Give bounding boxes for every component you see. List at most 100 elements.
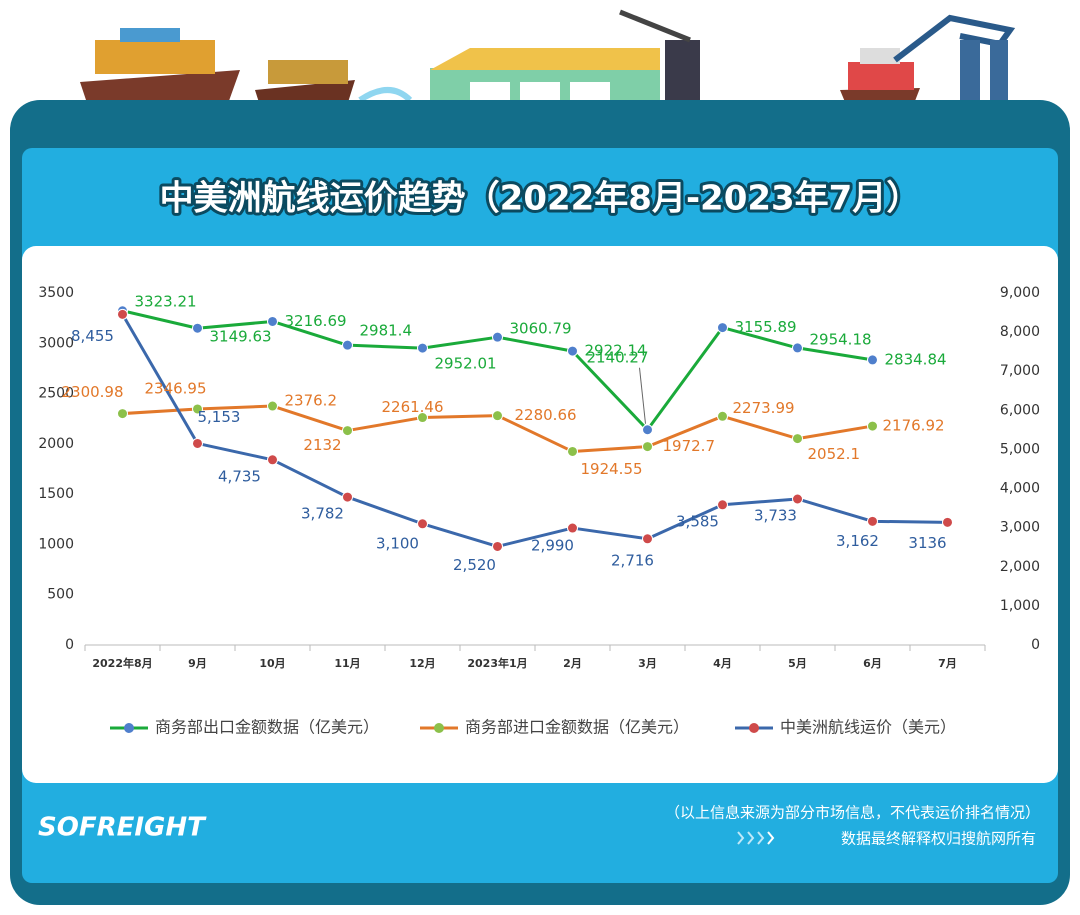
- data-label: 3,162: [836, 532, 879, 550]
- point: [267, 315, 278, 327]
- x-tick-label: 7月: [938, 657, 957, 670]
- series-line: [121, 313, 948, 548]
- y-tick-label: 3000: [38, 335, 74, 351]
- x-tick-label: 4月: [713, 657, 732, 670]
- y2-tick-label: 6,000: [1000, 402, 1040, 418]
- data-label: 3060.79: [510, 320, 572, 338]
- data-label: 2280.66: [515, 406, 577, 424]
- point: [267, 454, 278, 466]
- data-label: 2300.98: [61, 383, 123, 401]
- point: [417, 518, 428, 530]
- point: [642, 441, 653, 453]
- point: [342, 339, 353, 351]
- legend-marker: [434, 723, 444, 733]
- data-label: 2132: [303, 436, 341, 454]
- data-label: 2176.92: [883, 417, 945, 435]
- data-label: 2952.01: [435, 355, 497, 373]
- data-label: 4,735: [218, 467, 261, 485]
- data-label: 2376.2: [285, 392, 338, 410]
- x-tick-label: 10月: [259, 657, 285, 670]
- point: [642, 533, 653, 545]
- y-tick-label: 0: [65, 637, 74, 653]
- point: [642, 424, 653, 436]
- point: [342, 491, 353, 503]
- point: [717, 322, 728, 334]
- legend-marker: [749, 723, 759, 733]
- point: [792, 342, 803, 354]
- y2-tick-label: 1,000: [1000, 598, 1040, 614]
- x-tick-label: 11月: [334, 657, 360, 670]
- point: [942, 516, 953, 528]
- data-label: 3,585: [676, 512, 719, 530]
- y-tick-label: 3500: [38, 285, 74, 301]
- point: [267, 400, 278, 412]
- point: [567, 445, 578, 457]
- x-tick-label: 2023年1月: [467, 656, 527, 670]
- chart-panel: [22, 246, 1058, 783]
- point: [192, 403, 203, 415]
- y2-tick-label: 5,000: [1000, 441, 1040, 457]
- chart-title: 中美洲航线运价趋势（2022年8月-2023年7月）: [160, 179, 921, 219]
- y-tick-label: 2500: [38, 386, 74, 402]
- leader-line: [639, 367, 646, 424]
- data-label: 2140.27: [586, 348, 648, 366]
- point: [342, 425, 353, 437]
- legend-marker: [124, 723, 134, 733]
- data-label: 2954.18: [810, 330, 872, 348]
- data-label: 3149.63: [210, 328, 272, 346]
- point: [792, 433, 803, 445]
- data-label: 1972.7: [663, 437, 716, 455]
- point: [792, 493, 803, 505]
- data-label: 2,716: [611, 551, 654, 569]
- x-tick-label: 5月: [788, 657, 807, 670]
- y-tick-label: 2000: [38, 436, 74, 452]
- data-label: 2981.4: [360, 322, 413, 340]
- y2-tick-label: 8,000: [1000, 324, 1040, 340]
- footer-note: （以上信息来源为部分市场信息，不代表运价排名情况）: [665, 804, 1040, 822]
- point: [417, 412, 428, 424]
- point: [492, 540, 503, 552]
- legend-label: 商务部进口金额数据（亿美元）: [465, 718, 689, 737]
- data-label: 2,520: [453, 556, 496, 574]
- logo: SOFREIGHT: [38, 813, 207, 843]
- point: [192, 322, 203, 334]
- data-label: 2346.95: [144, 379, 206, 397]
- data-label: 3,100: [376, 534, 419, 552]
- y2-tick-label: 4,000: [1000, 481, 1040, 497]
- x-tick-label: 2022年8月: [92, 656, 152, 670]
- data-label: 2834.84: [885, 350, 947, 368]
- data-label: 5,153: [198, 408, 241, 426]
- y-tick-label: 1000: [38, 536, 74, 552]
- point: [117, 308, 128, 320]
- x-tick-label: 9月: [188, 657, 207, 670]
- data-label: 2261.46: [381, 398, 443, 416]
- data-label: 2052.1: [808, 445, 861, 463]
- x-tick-label: 3月: [638, 657, 657, 670]
- y-tick-label: 1500: [38, 486, 74, 502]
- y2-tick-label: 0: [1031, 637, 1040, 653]
- footer-rights: 数据最终解释权归搜航网所有: [841, 830, 1036, 848]
- x-tick-label: 6月: [863, 657, 882, 670]
- point: [867, 515, 878, 527]
- data-label: 2273.99: [733, 399, 795, 417]
- point: [717, 499, 728, 511]
- legend-label: 商务部出口金额数据（亿美元）: [155, 718, 379, 737]
- x-tick-label: 12月: [409, 657, 435, 670]
- x-tick-label: 2月: [563, 657, 582, 670]
- data-label: 3155.89: [735, 318, 797, 336]
- point: [492, 331, 503, 343]
- data-label: 2922.14: [585, 342, 647, 360]
- data-label: 2,990: [531, 537, 574, 555]
- data-label: 3136: [908, 534, 946, 552]
- point: [492, 410, 503, 422]
- data-label: 3,733: [754, 506, 797, 524]
- point: [567, 345, 578, 357]
- point: [117, 408, 128, 420]
- y2-tick-label: 2,000: [1000, 559, 1040, 575]
- y2-tick-label: 3,000: [1000, 520, 1040, 536]
- data-label: 1924.55: [581, 460, 643, 478]
- y2-tick-label: 7,000: [1000, 363, 1040, 379]
- point: [417, 342, 428, 354]
- point: [567, 522, 578, 534]
